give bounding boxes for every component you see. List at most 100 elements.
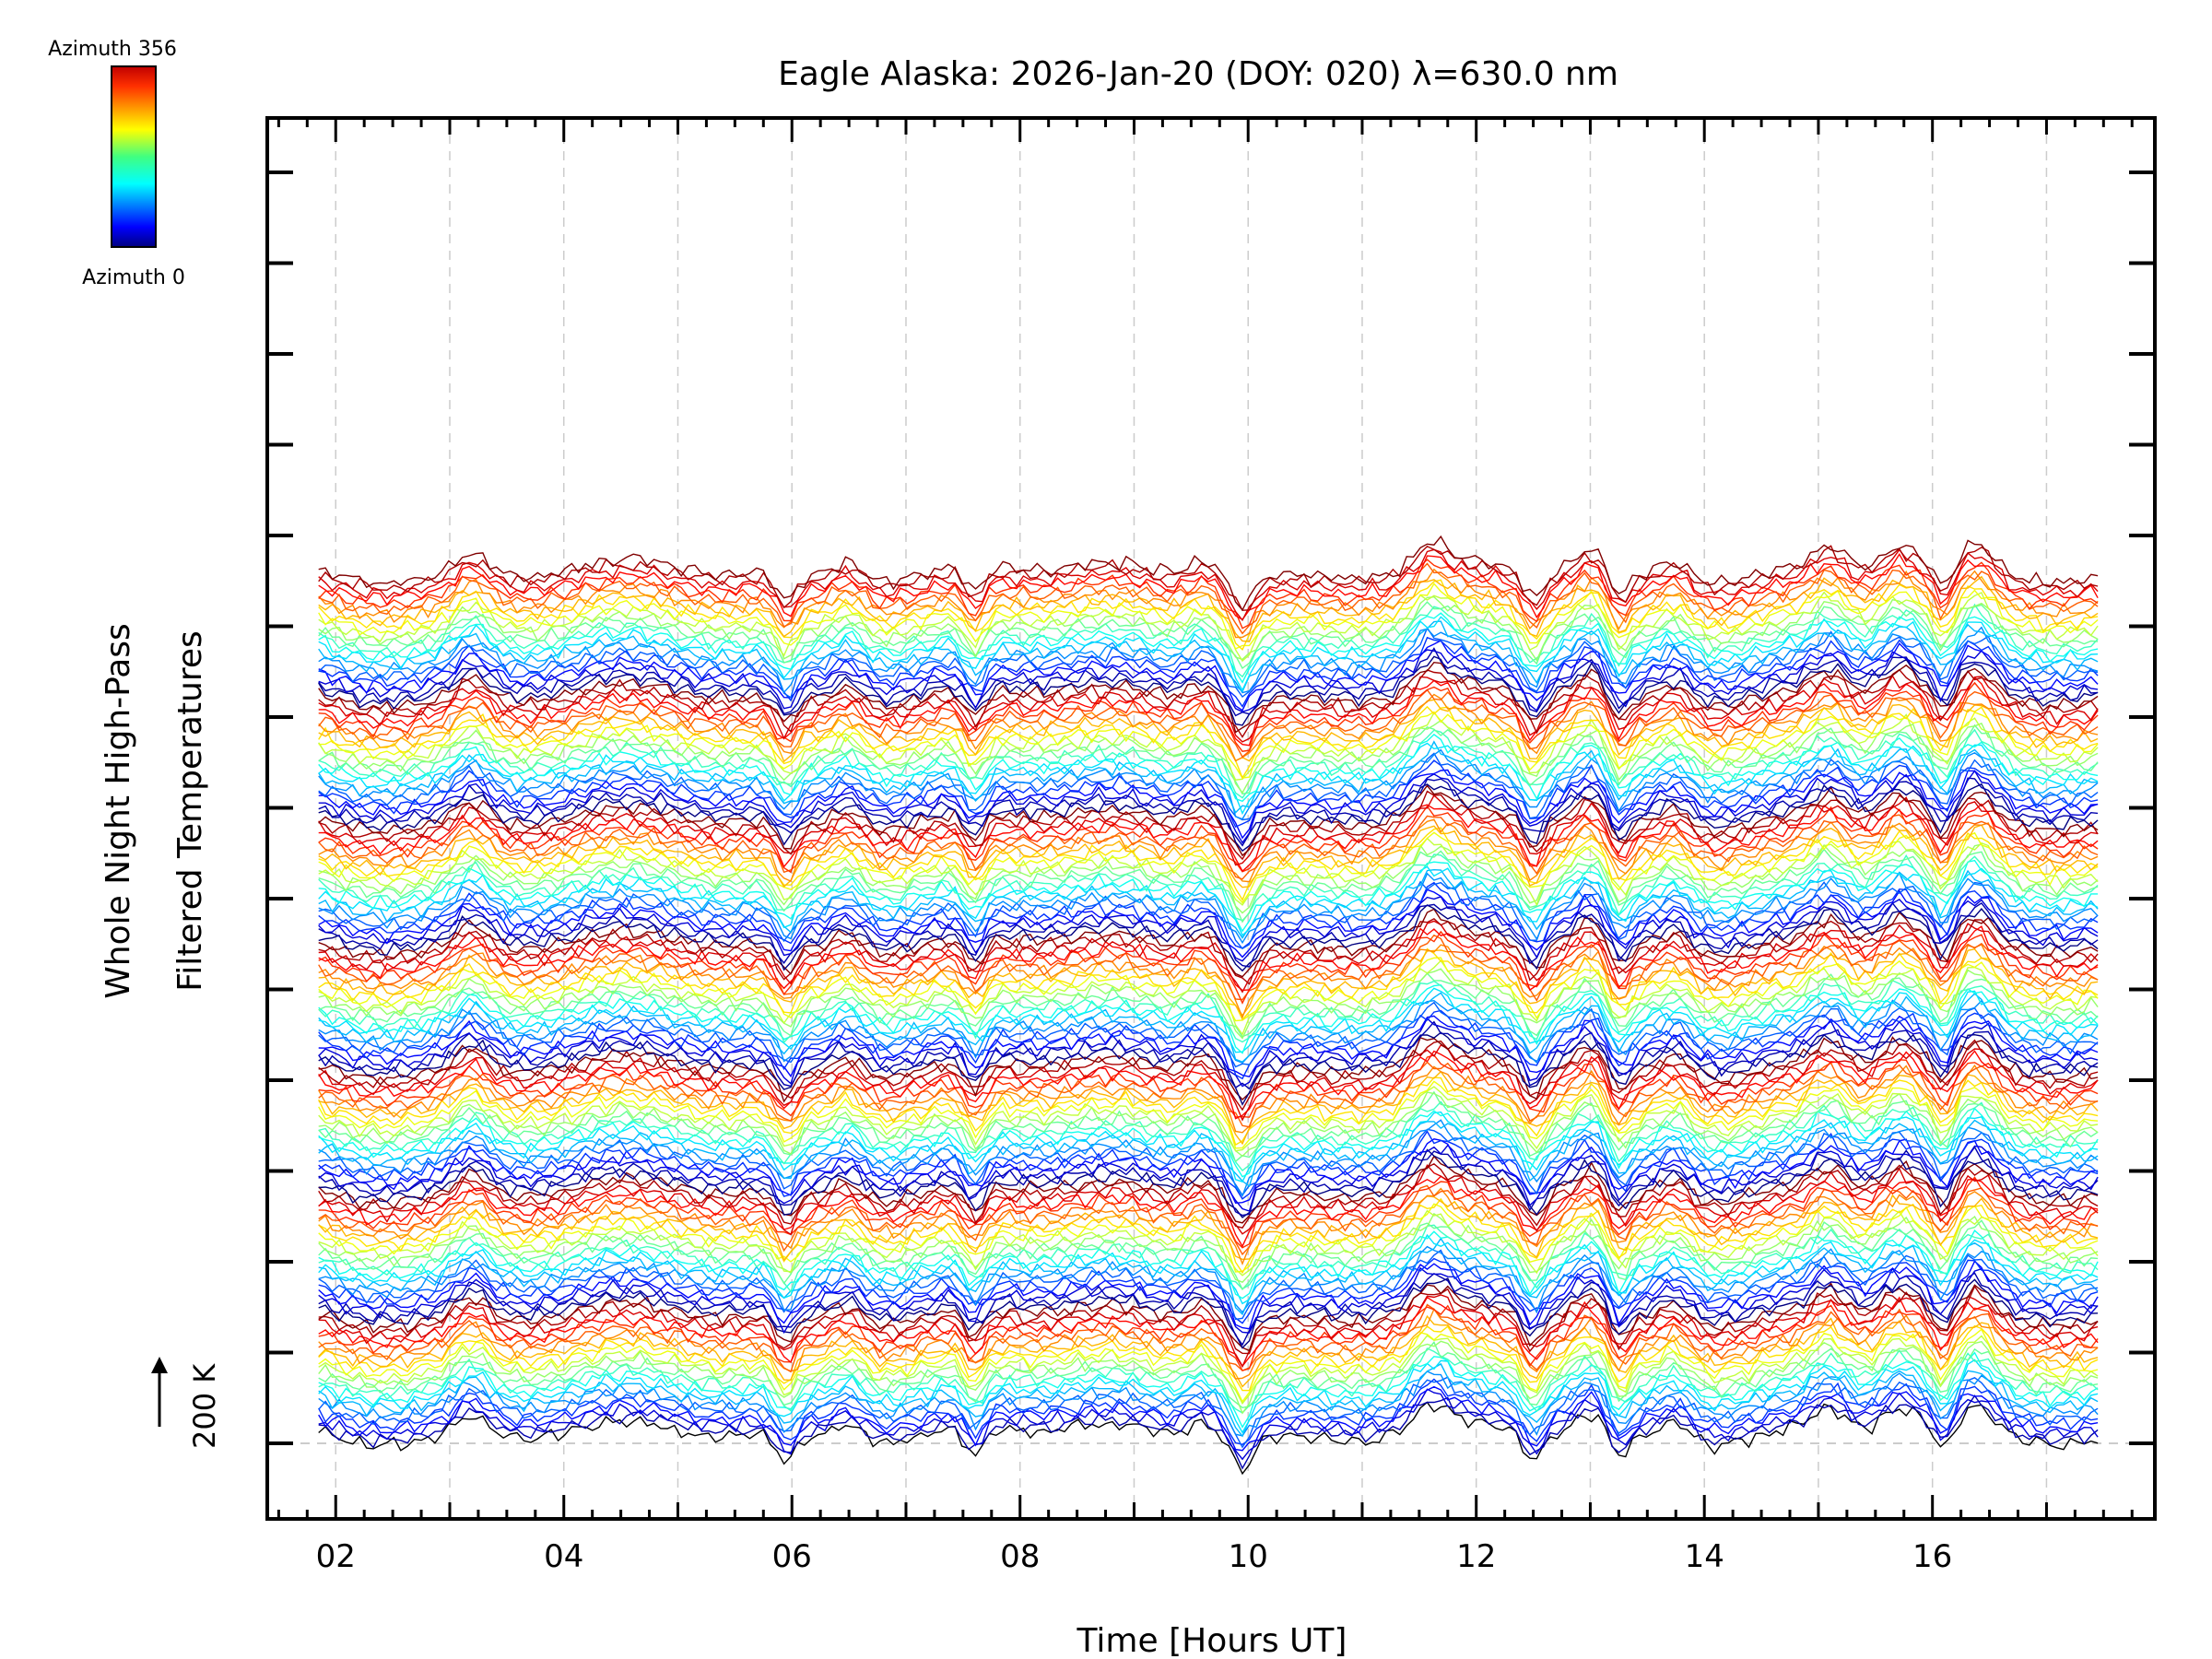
trace-161: [318, 568, 2099, 639]
trace-66: [318, 1061, 2099, 1128]
trace-75: [318, 1015, 2099, 1078]
trace-21: [318, 1294, 2099, 1369]
trace-65: [318, 1064, 2099, 1134]
trace-107: [318, 848, 2099, 924]
trace-101: [318, 880, 2099, 950]
x-axis-ticks: 02 04 06 08 10 12 14 16: [276, 118, 2134, 1575]
trace-147: [318, 640, 2099, 712]
trace-157: [318, 591, 2099, 663]
trace-25: [318, 1272, 2099, 1347]
trace-154: [318, 603, 2099, 678]
y-axis-ticks: [267, 171, 2155, 1445]
plot-frame: [265, 116, 2157, 1521]
trace-0: [318, 1401, 2099, 1476]
trace-84: [318, 968, 2099, 1040]
trace-56: [318, 1111, 2099, 1182]
trace-151: [318, 620, 2099, 693]
trace-118: [318, 790, 2099, 861]
trace-99: [318, 888, 2099, 959]
trace-62: [318, 1080, 2099, 1149]
trace-54: [318, 1119, 2099, 1197]
x-tick-label-10: 10: [1229, 1538, 1268, 1575]
trace-162: [318, 562, 2099, 635]
trace-127: [318, 740, 2099, 814]
trace-36: [318, 1212, 2099, 1284]
trace-130: [318, 728, 2099, 799]
trace-51: [318, 1138, 2099, 1205]
trace-139: [318, 681, 2099, 752]
trace-164: [318, 553, 2099, 621]
trace-42: [318, 1184, 2099, 1256]
trace-80: [318, 987, 2099, 1053]
trace-22: [318, 1285, 2099, 1355]
trace-49: [318, 1146, 2099, 1217]
trace-9: [318, 1351, 2099, 1429]
trace-15: [318, 1324, 2099, 1392]
trace-135: [318, 705, 2099, 780]
trace-48: [318, 1148, 2099, 1218]
trace-5: [318, 1376, 2099, 1449]
x-tick-label-12: 12: [1456, 1538, 1496, 1575]
trace-79: [318, 992, 2099, 1063]
trace-110: [318, 831, 2099, 904]
trace-82: [318, 979, 2099, 1044]
trace-19: [318, 1304, 2099, 1371]
trace-106: [318, 853, 2099, 922]
trace-10: [318, 1347, 2099, 1414]
temperature-traces: [318, 535, 2099, 1476]
trace-111: [318, 827, 2099, 901]
trace-44: [318, 1175, 2099, 1248]
trace-103: [318, 868, 2099, 939]
trace-63: [318, 1077, 2099, 1147]
trace-124: [318, 759, 2099, 829]
trace-115: [318, 805, 2099, 874]
trace-74: [318, 1017, 2099, 1088]
trace-24: [318, 1277, 2099, 1349]
trace-98: [318, 896, 2099, 962]
trace-41: [318, 1187, 2099, 1265]
trace-31: [318, 1237, 2099, 1316]
trace-159: [318, 579, 2099, 651]
trace-7: [318, 1362, 2099, 1438]
chart-title: Eagle Alaska: 2026-Jan-20 (DOY: 020) λ=6…: [778, 55, 1618, 93]
trace-28: [318, 1257, 2099, 1324]
trace-2: [318, 1388, 2099, 1461]
trace-93: [318, 920, 2099, 994]
x-tick-label-16: 16: [1912, 1538, 1952, 1575]
trace-112: [318, 824, 2099, 888]
trace-81: [318, 983, 2099, 1054]
trace-12: [318, 1340, 2099, 1415]
trace-72: [318, 1031, 2099, 1106]
trace-119: [318, 784, 2099, 857]
trace-39: [318, 1197, 2099, 1275]
trace-76: [318, 1009, 2099, 1080]
scale-bar-label: 200 K: [187, 1363, 222, 1449]
trace-131: [318, 724, 2099, 795]
trace-88: [318, 948, 2099, 1017]
x-tick-label-02: 02: [316, 1538, 356, 1575]
trace-100: [318, 881, 2099, 949]
trace-43: [318, 1176, 2099, 1249]
trace-58: [318, 1100, 2099, 1171]
trace-126: [318, 748, 2099, 820]
trace-108: [318, 843, 2099, 914]
trace-4: [318, 1378, 2099, 1445]
trace-77: [318, 1001, 2099, 1068]
x-tick-label-06: 06: [772, 1538, 812, 1575]
trace-71: [318, 1036, 2099, 1103]
trace-1: [318, 1394, 2099, 1470]
x-tick-label-04: 04: [544, 1538, 583, 1575]
trace-8: [318, 1359, 2099, 1434]
trace-149: [318, 626, 2099, 699]
trace-70: [318, 1039, 2099, 1112]
trace-64: [318, 1070, 2099, 1146]
trace-95: [318, 908, 2099, 978]
trace-153: [318, 612, 2099, 684]
trace-148: [318, 636, 2099, 708]
trace-96: [318, 904, 2099, 972]
trace-138: [318, 688, 2099, 759]
trace-87: [318, 947, 2099, 1021]
trace-89: [318, 944, 2099, 1019]
trace-114: [318, 814, 2099, 880]
